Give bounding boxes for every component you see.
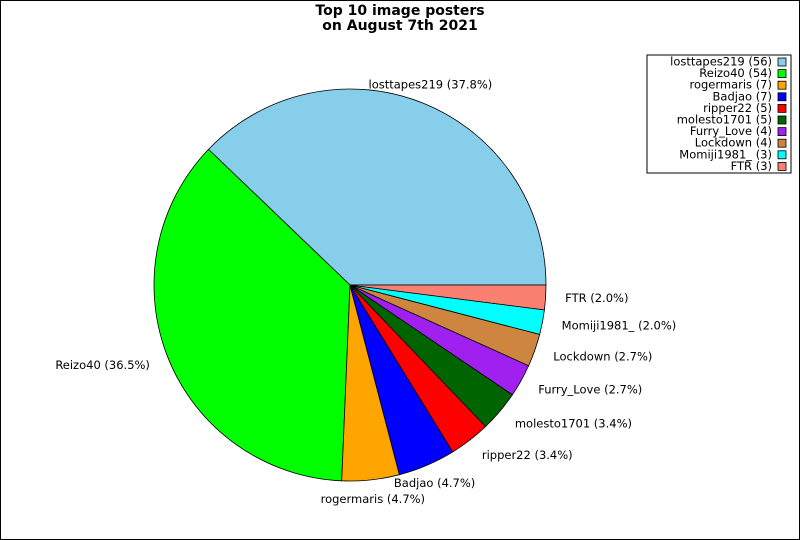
chart-title: on August 7th 2021 <box>322 18 477 34</box>
legend-swatch <box>777 92 787 102</box>
pie-slice <box>207 88 547 286</box>
legend-label: Badjao (7) <box>713 89 772 103</box>
legend-label: Momiji1981_ (3) <box>679 147 772 161</box>
slice-label: FTR (2.0%) <box>565 291 628 305</box>
legend-label: FTR (3) <box>731 159 772 173</box>
legend-swatch <box>777 161 787 171</box>
legend-swatch <box>777 69 787 78</box>
slice-label: Momiji1981_ (2.0%) <box>562 318 677 332</box>
legend-box <box>646 54 792 174</box>
legend-swatch <box>777 138 787 148</box>
legend-swatch <box>777 104 787 113</box>
slice-label: losttapes219 (37.8%) <box>369 77 493 91</box>
pie-slice <box>153 148 351 482</box>
legend-swatch <box>777 127 787 136</box>
pie-slice <box>349 284 547 311</box>
slice-label: rogermaris (4.7%) <box>321 492 425 506</box>
slice-label: ripper22 (3.4%) <box>482 448 573 462</box>
legend-swatch <box>777 150 787 160</box>
legend-label: losttapes219 (56) <box>670 55 772 69</box>
slice-label: Lockdown (2.7%) <box>553 349 652 363</box>
chart-title: Top 10 image posters <box>315 3 484 19</box>
slice-label: Badjao (4.7%) <box>394 476 475 490</box>
slice-label: Furry_Love (2.7%) <box>538 383 642 397</box>
slice-label: Reizo40 (36.5%) <box>55 358 150 372</box>
legend-swatch <box>777 57 787 67</box>
legend-label: ripper22 (5) <box>703 101 772 115</box>
slice-label: molesto1701 (3.4%) <box>515 416 632 430</box>
legend-label: rogermaris (7) <box>689 78 772 92</box>
legend-label: Reizo40 (54) <box>699 66 772 80</box>
legend-swatch <box>777 115 787 125</box>
legend-label: molesto1701 (5) <box>677 113 772 127</box>
legend-label: Furry_Love (4) <box>690 124 772 138</box>
legend-swatch <box>777 80 787 90</box>
legend-label: Lockdown (4) <box>695 136 772 150</box>
